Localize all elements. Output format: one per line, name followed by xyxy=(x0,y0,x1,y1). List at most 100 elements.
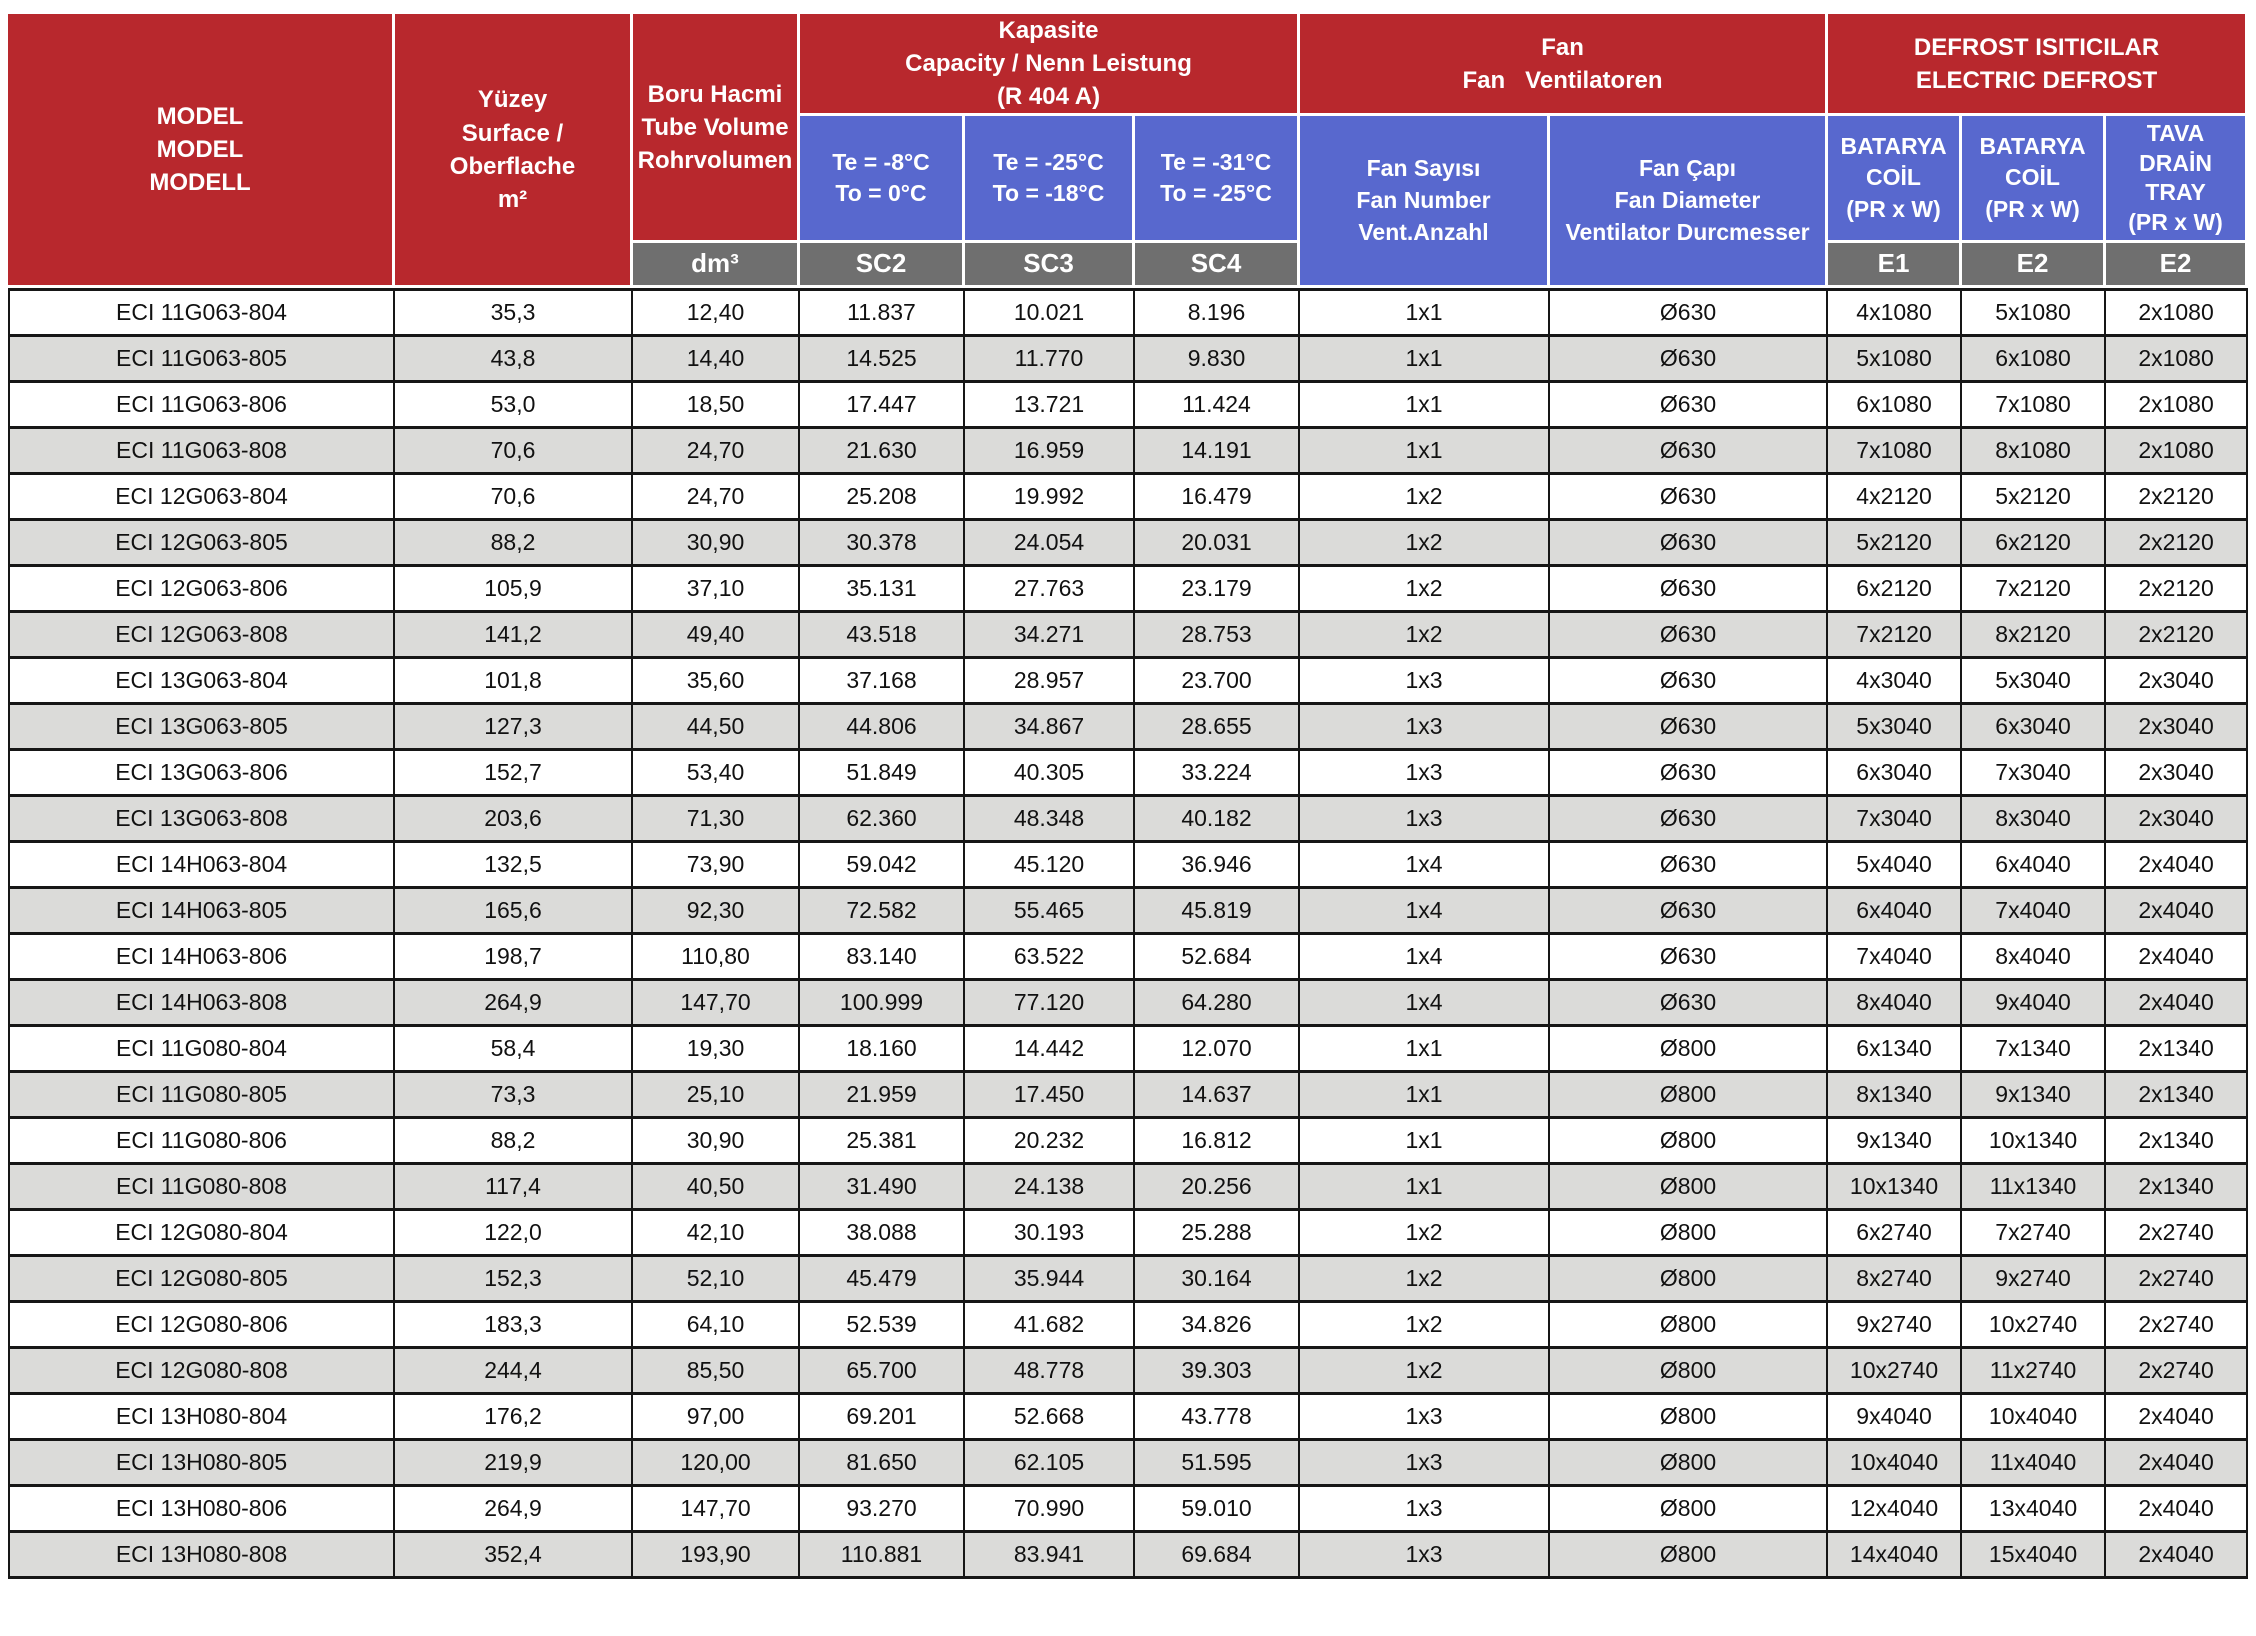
cell-fan-number: 1x2 xyxy=(1300,613,1551,660)
cell-capacity-sc4: 64.280 xyxy=(1135,981,1301,1028)
cell-surface-m2: 152,7 xyxy=(395,751,633,798)
cell-tube-volume-dm3: 37,10 xyxy=(633,567,800,614)
spec-sheet: MODEL MODEL MODELL Yüzey Surface / Oberf… xyxy=(8,14,2249,1580)
cell-surface-m2: 43,8 xyxy=(395,337,633,384)
cell-surface-m2: 117,4 xyxy=(395,1165,633,1212)
cell-drain-tray-e2: 2x1340 xyxy=(2106,1165,2249,1212)
cell-defrost-e2: 9x4040 xyxy=(1962,981,2107,1028)
table-row: ECI 13H080-804 176,2 97,00 69.201 52.668 43.7… xyxy=(8,1395,2249,1442)
cell-surface-m2: 88,2 xyxy=(395,1119,633,1166)
cell-fan-number: 1x1 xyxy=(1300,1119,1551,1166)
cell-defrost-e2: 13x4040 xyxy=(1962,1487,2107,1534)
cell-capacity-sc3: 10.021 xyxy=(965,288,1135,338)
cell-drain-tray-e2: 2x4040 xyxy=(2106,843,2249,890)
cell-model: ECI 11G080-804 xyxy=(8,1027,395,1074)
cell-model: ECI 13G063-805 xyxy=(8,705,395,752)
cell-drain-tray-e2: 2x1080 xyxy=(2106,429,2249,476)
cell-defrost-e2: 10x4040 xyxy=(1962,1395,2107,1442)
cell-capacity-sc4: 52.684 xyxy=(1135,935,1301,982)
cell-fan-number: 1x2 xyxy=(1300,521,1551,568)
cell-capacity-sc2: 31.490 xyxy=(800,1165,965,1212)
cell-fan-number: 1x3 xyxy=(1300,751,1551,798)
header-tube-volume: Boru Hacmi Tube Volume Rohrvolumen xyxy=(633,14,800,244)
cell-capacity-sc2: 14.525 xyxy=(800,337,965,384)
cell-capacity-sc3: 48.348 xyxy=(965,797,1135,844)
cell-capacity-sc2: 25.381 xyxy=(800,1119,965,1166)
unit-sc2: SC2 xyxy=(800,243,965,289)
cell-fan-number: 1x1 xyxy=(1300,337,1551,384)
cell-defrost-e2: 6x4040 xyxy=(1962,843,2107,890)
cell-defrost-e2: 7x4040 xyxy=(1962,889,2107,936)
cell-fan-number: 1x1 xyxy=(1300,1027,1551,1074)
cell-capacity-sc4: 45.819 xyxy=(1135,889,1301,936)
cell-capacity-sc4: 25.288 xyxy=(1135,1211,1301,1258)
cell-drain-tray-e2: 2x4040 xyxy=(2106,1441,2249,1488)
cell-fan-diameter: Ø800 xyxy=(1550,1395,1829,1442)
cell-tube-volume-dm3: 120,00 xyxy=(633,1441,800,1488)
table-row: ECI 11G063-804 35,3 12,40 11.837 10.021 8.196… xyxy=(8,288,2249,338)
table-row: ECI 13G063-808 203,6 71,30 62.360 48.348 40.1… xyxy=(8,797,2249,844)
table-row: ECI 11G080-805 73,3 25,10 21.959 17.450 14.63… xyxy=(8,1073,2249,1120)
cell-fan-number: 1x3 xyxy=(1300,797,1551,844)
table-row: ECI 12G063-805 88,2 30,90 30.378 24.054 20.03… xyxy=(8,521,2249,568)
unit-e1: E1 xyxy=(1828,243,1963,289)
cell-capacity-sc4: 16.479 xyxy=(1135,475,1301,522)
cell-drain-tray-e2: 2x4040 xyxy=(2106,889,2249,936)
table-row: ECI 11G063-806 53,0 18,50 17.447 13.721 11.42… xyxy=(8,383,2249,430)
cell-defrost-e1: 8x4040 xyxy=(1828,981,1963,1028)
cell-capacity-sc3: 55.465 xyxy=(965,889,1135,936)
cell-defrost-e2: 6x3040 xyxy=(1962,705,2107,752)
cell-model: ECI 11G080-808 xyxy=(8,1165,395,1212)
cell-capacity-sc4: 20.031 xyxy=(1135,521,1301,568)
cell-capacity-sc3: 77.120 xyxy=(965,981,1135,1028)
cell-fan-number: 1x2 xyxy=(1300,1349,1551,1396)
cell-model: ECI 12G063-804 xyxy=(8,475,395,522)
header-group-row: MODEL MODEL MODELL Yüzey Surface / Oberf… xyxy=(8,14,2249,289)
cell-defrost-e1: 4x1080 xyxy=(1828,288,1963,338)
table-row: ECI 11G080-808 117,4 40,50 31.490 24.138 20.2… xyxy=(8,1165,2249,1212)
cell-fan-diameter: Ø630 xyxy=(1550,613,1829,660)
cell-fan-number: 1x4 xyxy=(1300,843,1551,890)
cell-fan-number: 1x2 xyxy=(1300,567,1551,614)
cell-model: ECI 11G080-805 xyxy=(8,1073,395,1120)
cell-tube-volume-dm3: 25,10 xyxy=(633,1073,800,1120)
cell-tube-volume-dm3: 30,90 xyxy=(633,521,800,568)
cell-fan-diameter: Ø630 xyxy=(1550,383,1829,430)
cell-model: ECI 13H080-805 xyxy=(8,1441,395,1488)
cell-capacity-sc4: 69.684 xyxy=(1135,1533,1301,1580)
unit-e2-tray: E2 xyxy=(2106,243,2249,289)
cell-defrost-e2: 15x4040 xyxy=(1962,1533,2107,1580)
header-capacity-group: Kapasite Capacity / Nenn Leistung (R 404… xyxy=(800,14,1301,117)
cell-surface-m2: 132,5 xyxy=(395,843,633,890)
cell-tube-volume-dm3: 53,40 xyxy=(633,751,800,798)
table-row: ECI 12G080-808 244,4 85,50 65.700 48.778 39.3… xyxy=(8,1349,2249,1396)
table-row: ECI 14H063-804 132,5 73,90 59.042 45.120 36.9… xyxy=(8,843,2249,890)
cell-model: ECI 12G063-805 xyxy=(8,521,395,568)
header-coil-e2: BATARYA COİL (PR x W) xyxy=(1962,116,2107,244)
cell-defrost-e2: 11x2740 xyxy=(1962,1349,2107,1396)
cell-defrost-e1: 5x3040 xyxy=(1828,705,1963,752)
cell-defrost-e2: 5x2120 xyxy=(1962,475,2107,522)
cell-capacity-sc2: 17.447 xyxy=(800,383,965,430)
cell-drain-tray-e2: 2x1080 xyxy=(2106,288,2249,338)
cell-surface-m2: 35,3 xyxy=(395,288,633,338)
header-te-minus31: Te = -31°C To = -25°C xyxy=(1135,116,1301,244)
cell-model: ECI 11G063-808 xyxy=(8,429,395,476)
cell-fan-number: 1x1 xyxy=(1300,429,1551,476)
cell-tube-volume-dm3: 52,10 xyxy=(633,1257,800,1304)
cell-defrost-e1: 5x4040 xyxy=(1828,843,1963,890)
cell-surface-m2: 198,7 xyxy=(395,935,633,982)
cell-capacity-sc4: 43.778 xyxy=(1135,1395,1301,1442)
cell-surface-m2: 70,6 xyxy=(395,475,633,522)
cell-tube-volume-dm3: 40,50 xyxy=(633,1165,800,1212)
cell-tube-volume-dm3: 24,70 xyxy=(633,475,800,522)
cell-surface-m2: 141,2 xyxy=(395,613,633,660)
table-row: ECI 14H063-808 264,9 147,70 100.999 77.120 64… xyxy=(8,981,2249,1028)
cell-model: ECI 12G080-808 xyxy=(8,1349,395,1396)
cell-defrost-e2: 5x3040 xyxy=(1962,659,2107,706)
cell-surface-m2: 352,4 xyxy=(395,1533,633,1580)
cell-capacity-sc2: 51.849 xyxy=(800,751,965,798)
cell-fan-diameter: Ø800 xyxy=(1550,1349,1829,1396)
cell-capacity-sc4: 28.753 xyxy=(1135,613,1301,660)
cell-model: ECI 11G063-806 xyxy=(8,383,395,430)
